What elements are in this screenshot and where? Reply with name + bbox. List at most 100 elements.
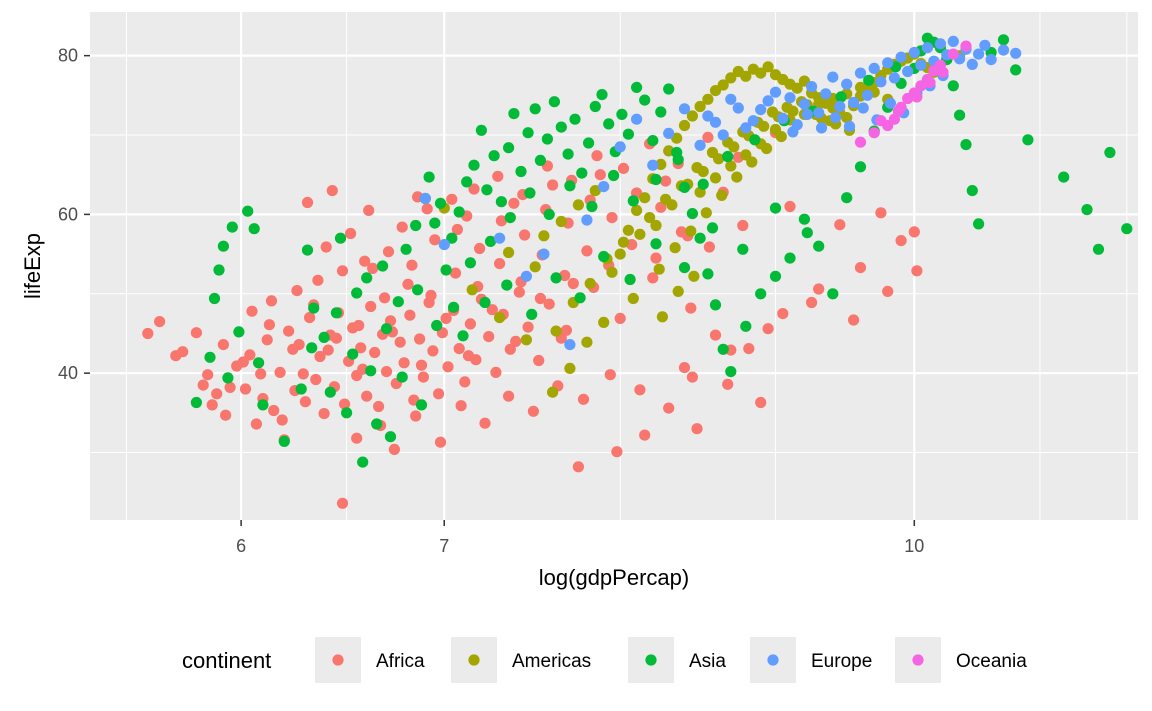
data-point	[762, 61, 774, 73]
data-point	[841, 112, 853, 124]
data-point	[308, 302, 320, 314]
data-point	[431, 319, 443, 332]
data-point	[529, 103, 541, 115]
data-point	[237, 356, 249, 368]
data-point	[217, 339, 229, 351]
data-point	[755, 67, 767, 79]
data-point	[806, 296, 818, 309]
data-point	[960, 139, 972, 151]
data-point	[830, 112, 842, 124]
data-point	[351, 432, 363, 444]
data-point	[694, 100, 706, 113]
data-point	[402, 278, 414, 290]
data-point	[813, 240, 825, 252]
data-point	[722, 150, 734, 163]
data-point	[494, 232, 506, 244]
data-point	[584, 277, 596, 290]
data-point	[197, 379, 209, 391]
data-point	[743, 343, 755, 355]
data-point	[222, 372, 234, 384]
data-point	[581, 245, 593, 257]
data-point	[211, 388, 223, 400]
data-point	[446, 232, 458, 244]
data-point	[650, 173, 662, 186]
data-point	[827, 71, 839, 83]
data-point	[261, 334, 273, 346]
data-point	[404, 309, 416, 321]
data-point	[716, 189, 728, 201]
data-point	[622, 224, 635, 236]
data-point	[631, 81, 643, 93]
data-point	[384, 431, 397, 443]
legend-title: continent	[182, 648, 271, 673]
data-point	[287, 343, 299, 355]
data-point	[966, 58, 978, 70]
data-point	[973, 218, 985, 230]
data-point	[265, 295, 278, 307]
data-point	[564, 180, 576, 192]
data-point	[908, 226, 920, 238]
data-point	[276, 414, 288, 426]
data-point	[589, 100, 601, 113]
data-point	[653, 263, 665, 275]
data-point	[706, 146, 719, 159]
data-point	[412, 284, 424, 296]
data-point	[253, 357, 265, 369]
legend-swatch	[332, 654, 344, 666]
data-point	[895, 51, 907, 63]
data-point	[686, 208, 699, 220]
data-point	[647, 135, 659, 147]
data-point	[448, 301, 460, 313]
data-point	[455, 400, 467, 412]
data-point	[490, 366, 502, 378]
data-point	[660, 175, 672, 187]
data-point	[442, 361, 454, 373]
data-point	[373, 400, 385, 413]
data-point	[268, 404, 280, 417]
data-point	[475, 124, 487, 136]
data-point	[310, 373, 322, 386]
data-point	[722, 378, 734, 390]
data-point	[334, 232, 347, 244]
data-point	[834, 219, 846, 231]
data-point	[717, 343, 729, 355]
data-point	[888, 72, 901, 84]
data-point	[382, 246, 395, 258]
data-point	[246, 305, 258, 317]
data-point	[769, 202, 782, 214]
legend-item-oceania: Oceania	[895, 637, 1027, 683]
data-point	[882, 285, 894, 297]
data-point	[534, 154, 547, 166]
data-point	[415, 399, 428, 411]
data-point	[242, 205, 254, 217]
data-point	[336, 497, 349, 509]
y-axis-title: lifeExp	[20, 233, 45, 299]
data-point	[440, 312, 452, 324]
data-point	[647, 272, 659, 284]
data-point	[997, 34, 1010, 46]
data-point	[663, 83, 675, 95]
data-point	[614, 248, 626, 260]
data-point	[966, 185, 978, 197]
data-point	[572, 461, 585, 473]
data-point	[672, 285, 684, 297]
legend-label: Europe	[811, 651, 872, 672]
data-point	[459, 376, 471, 388]
data-point	[669, 242, 681, 254]
data-point	[464, 257, 476, 269]
data-point	[611, 446, 623, 458]
data-point	[142, 327, 154, 340]
data-point	[1104, 146, 1116, 159]
data-point	[345, 227, 357, 240]
data-point	[367, 262, 379, 274]
data-point	[921, 42, 934, 54]
data-point	[954, 109, 966, 121]
data-point	[1081, 204, 1093, 216]
data-point	[857, 102, 869, 114]
data-point	[559, 269, 571, 282]
data-point	[239, 383, 252, 395]
x-axis-title: log(gdpPercap)	[539, 565, 689, 590]
data-point	[569, 113, 581, 125]
data-point	[461, 176, 473, 188]
data-point	[494, 258, 506, 270]
